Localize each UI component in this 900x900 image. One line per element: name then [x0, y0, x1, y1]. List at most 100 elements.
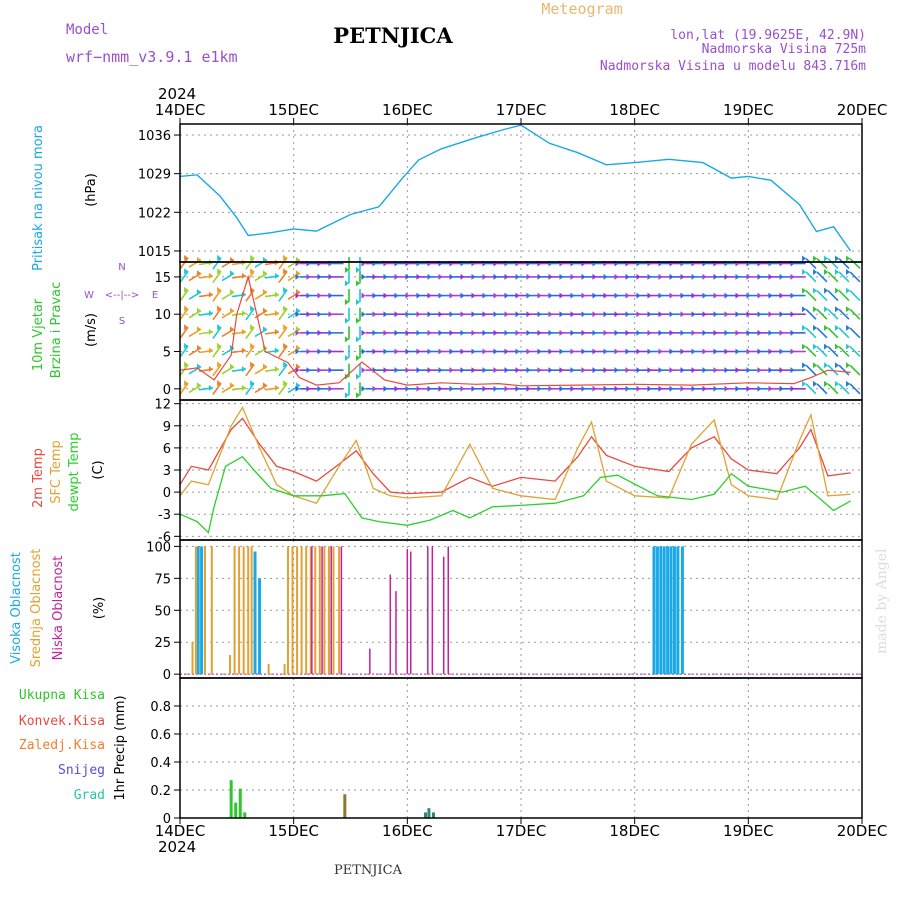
y-tick-label: 1022: [138, 206, 171, 221]
cloud-mid-bar: [286, 546, 289, 675]
wind-barb: [849, 257, 861, 270]
wind-barb-head: [592, 367, 597, 374]
wind-barb: [245, 308, 255, 321]
wind-barb-head: [824, 324, 829, 331]
wind-barb: [849, 383, 861, 395]
wind-barb-head: [416, 348, 421, 355]
wind-barb-head: [625, 348, 630, 355]
wind-barb-head: [647, 367, 652, 374]
wind-barb-head: [460, 385, 465, 392]
wind-barb: [827, 290, 839, 302]
wind-barb-head: [295, 382, 300, 389]
wind-barb-head: [515, 385, 520, 392]
wind-barb-head: [757, 292, 762, 299]
wind-barb: [212, 382, 222, 395]
y-tick-label: 1029: [138, 168, 171, 183]
wind-barb-head: [813, 268, 818, 275]
meteogram-label: Meteogram: [541, 0, 622, 18]
wind-barb-head: [824, 255, 829, 262]
dewpt-line: [179, 455, 851, 534]
wind-barb-head: [658, 348, 663, 355]
wind-barb: [838, 345, 850, 358]
wind-barb-head: [345, 355, 349, 362]
wind-barb: [849, 308, 861, 320]
wind-barb-head: [735, 311, 740, 318]
wind-barb-head: [328, 329, 333, 336]
wind-barb-head: [713, 311, 718, 318]
wind-barb-head: [669, 273, 674, 280]
wind-barb-head: [306, 367, 311, 374]
wind-barb-head: [581, 273, 586, 280]
wind-barb-head: [295, 348, 300, 355]
wind-barb-head: [460, 273, 465, 280]
cloud-unit: (%): [92, 597, 107, 620]
cloud-high-bar: [655, 546, 659, 675]
y-tick-label: 10: [154, 308, 171, 323]
y-tick-label: 1015: [138, 245, 171, 260]
cloud-mid-bar: [291, 546, 294, 675]
y-tick-label: 0: [163, 812, 171, 827]
y-tick-label: 0: [163, 383, 171, 398]
wind-barb-head: [449, 311, 454, 318]
wind-barb-head: [196, 307, 201, 314]
wind-barb-head: [356, 373, 360, 380]
wind-barb-head: [824, 343, 829, 350]
pressure-line: [179, 124, 852, 252]
wind-barb: [849, 271, 861, 283]
wind-barb: [245, 345, 255, 358]
wind-barb-head: [614, 367, 619, 374]
wind-barb-head: [295, 311, 300, 318]
cloud-mid-bar: [327, 546, 330, 675]
y-tick-label: -3: [158, 508, 171, 523]
wind-barb-head: [625, 367, 630, 374]
svg-text:N: N: [118, 262, 125, 273]
y-tick-label: 9: [163, 420, 171, 435]
wind-barb-head: [713, 292, 718, 299]
wind-barb-head: [394, 385, 399, 392]
wind-barb-head: [581, 348, 586, 355]
wind-barb-head: [427, 292, 432, 299]
wind-barb-head: [283, 254, 288, 261]
wind-barb: [805, 257, 817, 270]
wind-barb-head: [702, 348, 707, 355]
wind-barb-head: [603, 273, 608, 280]
wind-barb-head: [680, 292, 685, 299]
wind-barb-head: [317, 329, 322, 336]
cloud-mid-bar: [191, 642, 194, 675]
wind-barb-head: [647, 348, 652, 355]
wind-barb-head: [757, 273, 762, 280]
y-tick-label: 0: [163, 668, 171, 683]
wind-barb-head: [217, 361, 222, 368]
wind-barb: [838, 257, 850, 270]
wind-barb-head: [768, 329, 773, 336]
cloud-low-bar: [406, 548, 409, 675]
wind-barb-head: [658, 273, 663, 280]
wind-barb: [816, 290, 828, 302]
wind-barb-head: [559, 311, 564, 318]
wind-barb: [816, 383, 828, 395]
y-tick-label: 100: [146, 540, 171, 555]
wind-barb-head: [283, 342, 288, 349]
model-elevation-label: Nadmorska Visina u modelu 843.716m: [600, 59, 866, 74]
wind-barb-head: [438, 329, 443, 336]
wind-barb-head: [802, 268, 807, 275]
wind-barb-head: [416, 273, 421, 280]
wind-barb-head: [768, 367, 773, 374]
wind-barb-head: [449, 385, 454, 392]
wind-barb-head: [813, 287, 818, 294]
svg-text:W: W: [84, 290, 94, 301]
wind-barb-head: [735, 273, 740, 280]
wind-barb-head: [592, 311, 597, 318]
x-tick-label-top: 14DEC: [155, 101, 206, 119]
wind-barb-head: [559, 348, 564, 355]
wind-barb-head: [636, 367, 641, 374]
wind-barb-head: [746, 348, 751, 355]
wind-barb-head: [460, 329, 465, 336]
wind-barb-head: [779, 292, 784, 299]
wind-barb-head: [295, 385, 300, 392]
precip-graupel-bar: [431, 812, 435, 818]
wind-barb: [212, 364, 222, 377]
wind-barb-head: [306, 329, 311, 336]
wind-barb-head: [405, 348, 410, 355]
wind-barb-head: [405, 292, 410, 299]
